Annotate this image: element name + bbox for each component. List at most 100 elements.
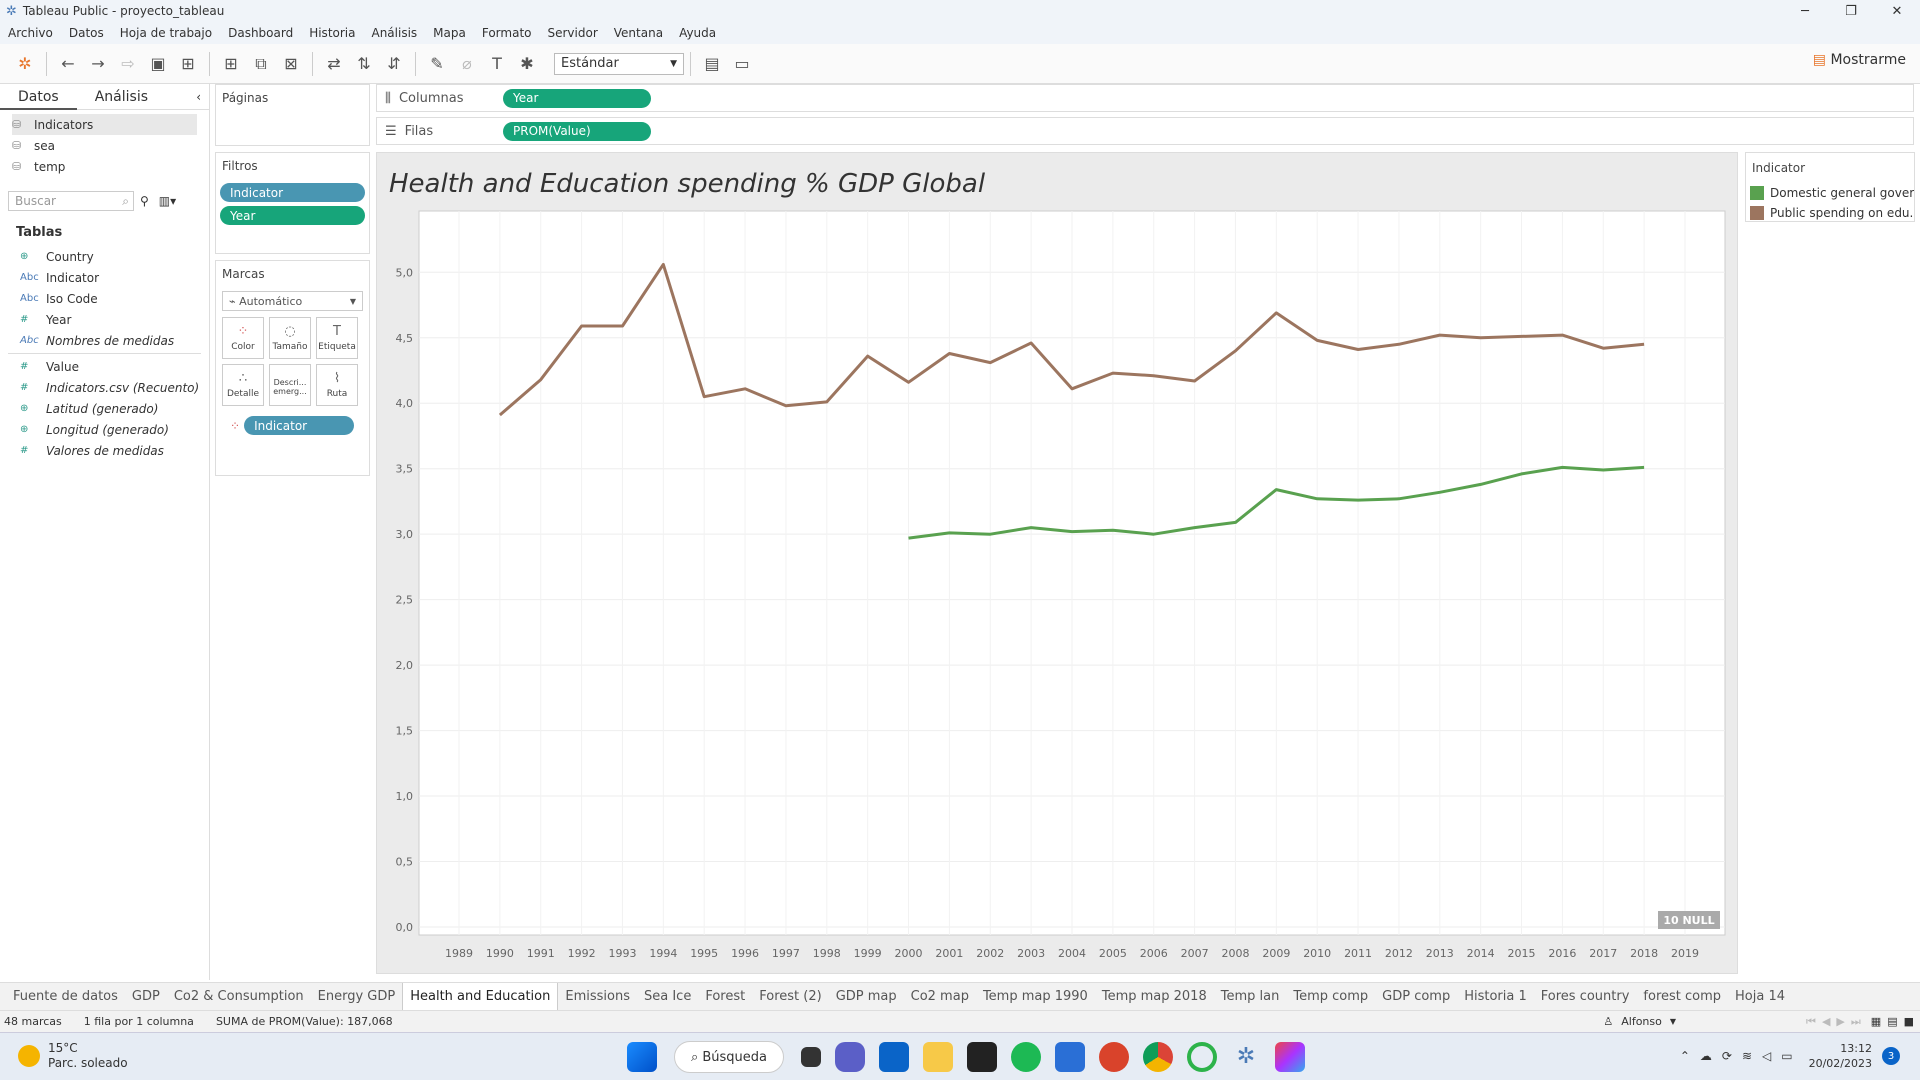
field-country[interactable]: ⊕ Country: [0, 246, 209, 267]
sort-ascending-icon[interactable]: ⇅: [357, 54, 371, 73]
maximize-button[interactable]: ❐: [1845, 3, 1857, 19]
sheet-tab[interactable]: GDP map: [835, 988, 897, 1004]
view-options-icon[interactable]: ▥▾: [158, 194, 177, 208]
sheet-tab[interactable]: Co2 map: [910, 988, 969, 1004]
user-menu[interactable]: Alfonso: [1621, 1015, 1662, 1028]
group-icon[interactable]: ⌀: [462, 54, 472, 73]
swap-icon[interactable]: ⇄: [327, 54, 341, 73]
field-value[interactable]: # Value: [0, 356, 209, 377]
replay-icon[interactable]: ⇨: [121, 54, 135, 73]
tableau-icon[interactable]: ✲: [1231, 1042, 1261, 1072]
color-button[interactable]: ⁘ Color: [222, 317, 264, 359]
sync-icon[interactable]: ⟳: [1721, 1049, 1732, 1063]
task-view-icon[interactable]: [801, 1047, 821, 1067]
datasource-item[interactable]: ⛁ Indicators: [12, 114, 197, 135]
nvidia-icon[interactable]: [967, 1042, 997, 1072]
field-measure-names[interactable]: Abc Nombres de medidas: [0, 330, 209, 351]
null-indicator[interactable]: 10 NULL: [1658, 911, 1720, 929]
start-icon[interactable]: [627, 1042, 657, 1072]
sheet-tab[interactable]: GDP: [131, 988, 160, 1004]
menu-analisis[interactable]: Análisis: [371, 26, 418, 40]
app-icon[interactable]: [1099, 1042, 1129, 1072]
detail-button[interactable]: ∴ Detalle: [222, 364, 264, 406]
legend-item[interactable]: Domestic general gover..: [1746, 183, 1914, 203]
clock[interactable]: 13:12 20/02/2023: [1809, 1041, 1872, 1071]
pin-icon[interactable]: ✱: [520, 54, 534, 73]
filters-card[interactable]: Filtros Indicator Year: [215, 152, 370, 254]
previous-page-icon[interactable]: ◀: [1821, 1015, 1831, 1028]
menu-dashboard[interactable]: Dashboard: [228, 26, 294, 40]
field-measure-values[interactable]: # Valores de medidas: [0, 440, 209, 461]
sheet-tab[interactable]: Historia 1: [1464, 988, 1527, 1004]
mark-type-select[interactable]: ⌁ Automático ▼: [222, 291, 363, 311]
size-button[interactable]: ◌ Tamaño: [269, 317, 311, 359]
field-year[interactable]: # Year: [0, 309, 209, 330]
menu-datos[interactable]: Datos: [68, 26, 104, 40]
sheet-tab[interactable]: Forest: [705, 988, 746, 1004]
sheet-tab[interactable]: Energy GDP: [317, 988, 396, 1004]
filmstrip-view-icon[interactable]: ■: [1903, 1015, 1914, 1028]
sheet-tab[interactable]: Temp lan: [1220, 988, 1280, 1004]
menu-historia[interactable]: Historia: [309, 26, 356, 40]
fit-select[interactable]: Estándar ▼: [554, 52, 684, 75]
menu-mapa[interactable]: Mapa: [433, 26, 466, 40]
columns-shelf[interactable]: ⫼ Columnas Year: [376, 84, 1914, 112]
field-indicator[interactable]: Abc Indicator: [0, 267, 209, 288]
menu-ayuda[interactable]: Ayuda: [679, 26, 717, 40]
battery-icon[interactable]: ▭: [1781, 1049, 1793, 1063]
sheet-tab[interactable]: Temp map 1990: [982, 988, 1088, 1004]
field-iso-code[interactable]: Abc Iso Code: [0, 288, 209, 309]
weather-widget[interactable]: 15°C Parc. soleado: [18, 1041, 128, 1071]
field-count[interactable]: # Indicators.csv (Recuento): [0, 377, 209, 398]
tooltip-button[interactable]: Descri... emerg...: [269, 364, 311, 406]
filter-pill-indicator[interactable]: Indicator: [220, 183, 365, 202]
last-page-icon[interactable]: ⏭: [1850, 1014, 1861, 1028]
close-button[interactable]: ✕: [1891, 3, 1903, 19]
sheet-tab[interactable]: Fores country: [1540, 988, 1630, 1004]
legend-item[interactable]: Public spending on edu..: [1746, 203, 1914, 223]
field-latitude[interactable]: ⊕ Latitud (generado): [0, 398, 209, 419]
spotify-icon[interactable]: [1011, 1042, 1041, 1072]
sheet-tab[interactable]: Emissions: [565, 988, 630, 1004]
path-button[interactable]: ⌇ Ruta: [316, 364, 358, 406]
outlook-icon[interactable]: [879, 1042, 909, 1072]
taskbar-search[interactable]: ⌕ Búsqueda: [674, 1041, 784, 1073]
menu-ventana[interactable]: Ventana: [613, 26, 664, 40]
sheet-tab[interactable]: Temp comp: [1293, 988, 1369, 1004]
tab-analisis[interactable]: Análisis: [94, 88, 149, 105]
datasource-item[interactable]: ⛁ sea: [12, 135, 197, 156]
new-sheet-icon[interactable]: ⊞: [224, 54, 238, 73]
save-icon[interactable]: ▣: [150, 54, 166, 73]
pages-card[interactable]: Páginas: [215, 84, 370, 146]
highlight-icon[interactable]: ✎: [430, 54, 444, 73]
tab-datos[interactable]: Datos: [0, 84, 77, 110]
labels-icon[interactable]: T: [492, 54, 502, 73]
app-ring-icon[interactable]: [1187, 1042, 1217, 1072]
sheet-tab[interactable]: GDP comp: [1382, 988, 1451, 1004]
chrome-icon[interactable]: [1143, 1042, 1173, 1072]
cloud-icon[interactable]: ☁: [1699, 1049, 1712, 1063]
line-chart[interactable]: Health and Education spending % GDP Glob…: [377, 153, 1739, 975]
sheet-tab[interactable]: Sea Ice: [644, 988, 692, 1004]
collapse-icon[interactable]: ‹: [196, 89, 201, 104]
marks-pill-indicator[interactable]: Indicator: [244, 416, 355, 435]
volume-icon[interactable]: ◁: [1762, 1049, 1772, 1063]
sort-descending-icon[interactable]: ⇵: [387, 54, 401, 73]
git-icon[interactable]: [1275, 1042, 1305, 1072]
field-longitude[interactable]: ⊕ Longitud (generado): [0, 419, 209, 440]
grid-view-icon[interactable]: ▦: [1870, 1015, 1882, 1028]
sheet-tab[interactable]: Hoja 14: [1735, 988, 1786, 1004]
sheet-tab[interactable]: Fuente de datos: [13, 988, 118, 1004]
file-explorer-icon[interactable]: [923, 1042, 953, 1072]
sheet-tab[interactable]: forest comp: [1643, 988, 1722, 1004]
menu-archivo[interactable]: Archivo: [8, 26, 53, 40]
minimize-button[interactable]: ─: [1801, 3, 1809, 19]
notification-badge[interactable]: 3: [1882, 1047, 1900, 1065]
show-me-button[interactable]: ▤ Mostrarme: [1813, 52, 1906, 68]
first-page-icon[interactable]: ⏮: [1806, 1014, 1816, 1028]
filter-icon[interactable]: ⚲: [140, 194, 149, 208]
show-cards-icon[interactable]: ▤: [704, 54, 720, 73]
redo-icon[interactable]: →: [91, 54, 105, 73]
store-icon[interactable]: [1055, 1042, 1085, 1072]
presentation-icon[interactable]: ▭: [734, 54, 750, 73]
